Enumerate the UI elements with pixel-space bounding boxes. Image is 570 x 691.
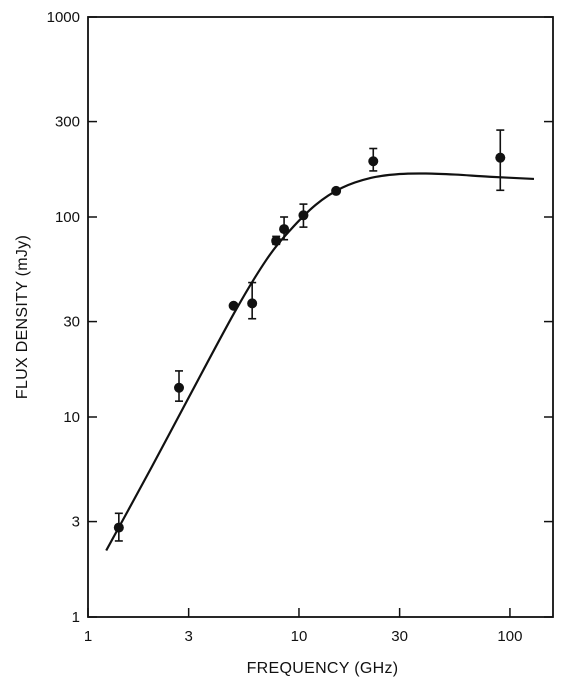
data-point	[113, 512, 124, 542]
data-marker	[279, 224, 290, 235]
x-tick-label: 100	[497, 628, 522, 645]
data-points	[113, 129, 506, 542]
y-tick-label: 1000	[47, 9, 80, 26]
y-tick-label: 3	[72, 514, 80, 531]
data-point	[331, 185, 342, 196]
data-point	[174, 370, 185, 402]
data-marker	[174, 382, 185, 393]
data-marker	[331, 185, 342, 196]
data-point	[279, 216, 290, 241]
data-marker	[228, 300, 239, 311]
data-marker	[368, 156, 379, 167]
plot-frame	[87, 16, 554, 618]
data-point	[228, 300, 239, 311]
data-marker	[247, 298, 258, 309]
y-tick-label: 30	[63, 314, 80, 331]
data-marker	[113, 522, 124, 533]
data-point	[495, 129, 506, 192]
x-tick-label: 3	[184, 628, 192, 645]
y-tick-label: 1	[72, 609, 80, 626]
data-marker	[298, 210, 309, 221]
x-tick-label: 10	[291, 628, 308, 645]
data-marker	[495, 152, 506, 163]
y-axis-title: FLUX DENSITY (mJy)	[14, 235, 31, 399]
y-tick-label: 10	[63, 409, 80, 426]
data-point	[298, 203, 309, 228]
data-point	[247, 281, 258, 320]
y-tick-labels: 1 3 10 30 100 300 1000	[47, 9, 80, 626]
x-tick-label: 1	[84, 628, 92, 645]
x-tick-label: 30	[391, 628, 408, 645]
data-marker	[271, 235, 282, 246]
y-tick-label: 300	[55, 114, 80, 131]
x-tick-labels: 1 3 10 30 100	[84, 628, 523, 645]
y-tick-label: 100	[55, 209, 80, 226]
axis-ticks	[87, 16, 553, 618]
x-axis-title: FREQUENCY (GHz)	[247, 660, 399, 677]
data-point	[271, 235, 282, 246]
data-point	[368, 147, 379, 172]
fit-curve	[105, 172, 535, 552]
